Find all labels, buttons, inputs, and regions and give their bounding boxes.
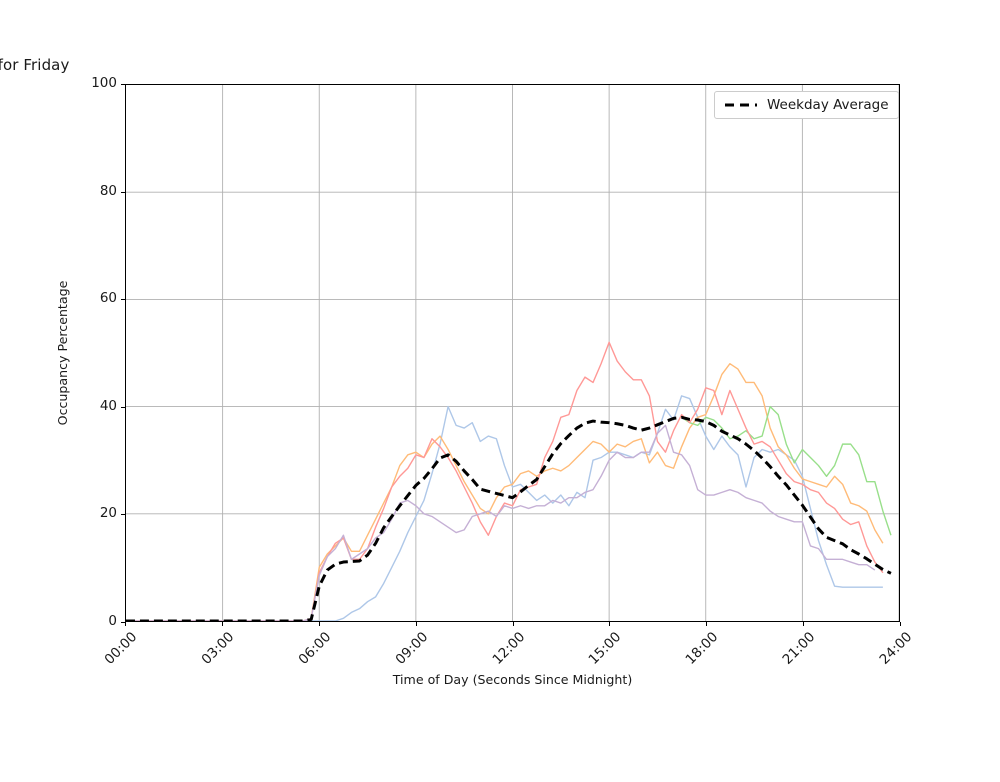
x-tick-mark xyxy=(221,622,223,626)
y-tick-mark xyxy=(121,622,125,623)
y-tick-mark xyxy=(121,84,125,85)
y-tick-mark xyxy=(121,406,125,408)
y-tick-label: 80 xyxy=(99,182,117,199)
y-tick-label: 60 xyxy=(99,290,117,307)
x-tick-mark xyxy=(415,622,417,626)
x-tick-mark xyxy=(803,622,805,626)
series-line-weekday-average xyxy=(126,415,892,621)
y-tick-mark xyxy=(121,299,125,301)
chart-title-text: Data for Friday xyxy=(0,56,70,74)
matplotlib-figure: Data for Friday Occupancy Percentage Tim… xyxy=(0,56,1000,687)
x-tick-mark xyxy=(900,622,901,626)
series-line-series-blue xyxy=(126,395,883,621)
x-tick-label: 00:00 xyxy=(101,629,141,668)
series-line-series-purple xyxy=(126,424,876,621)
x-tick-mark xyxy=(318,622,320,626)
legend-swatch-weekday-average xyxy=(725,103,757,107)
chart-title: Data for Friday xyxy=(0,56,1000,74)
y-tick-label: 20 xyxy=(99,505,117,522)
y-tick-label: 100 xyxy=(91,75,117,91)
y-tick-mark xyxy=(121,514,125,516)
legend-label-weekday-average: Weekday Average xyxy=(767,97,889,113)
y-tick-label: 40 xyxy=(99,397,117,414)
plot-area xyxy=(125,84,900,622)
y-axis-label: Occupancy Percentage xyxy=(55,280,70,426)
grid-lines xyxy=(126,85,899,621)
data-series-layer xyxy=(126,341,892,621)
x-tick-mark xyxy=(706,622,708,626)
series-line-series-orange xyxy=(126,363,884,621)
x-tick-mark xyxy=(512,622,514,626)
x-tick-mark xyxy=(609,622,611,626)
chart-legend[interactable]: Weekday Average xyxy=(714,91,899,119)
series-line-series-green xyxy=(681,405,892,536)
x-axis-label: Time of Day (Seconds Since Midnight) xyxy=(392,672,633,687)
y-tick-mark xyxy=(121,191,125,193)
series-line-series-red xyxy=(126,341,884,621)
x-tick-mark xyxy=(125,622,126,626)
y-tick-label: 0 xyxy=(108,613,117,629)
